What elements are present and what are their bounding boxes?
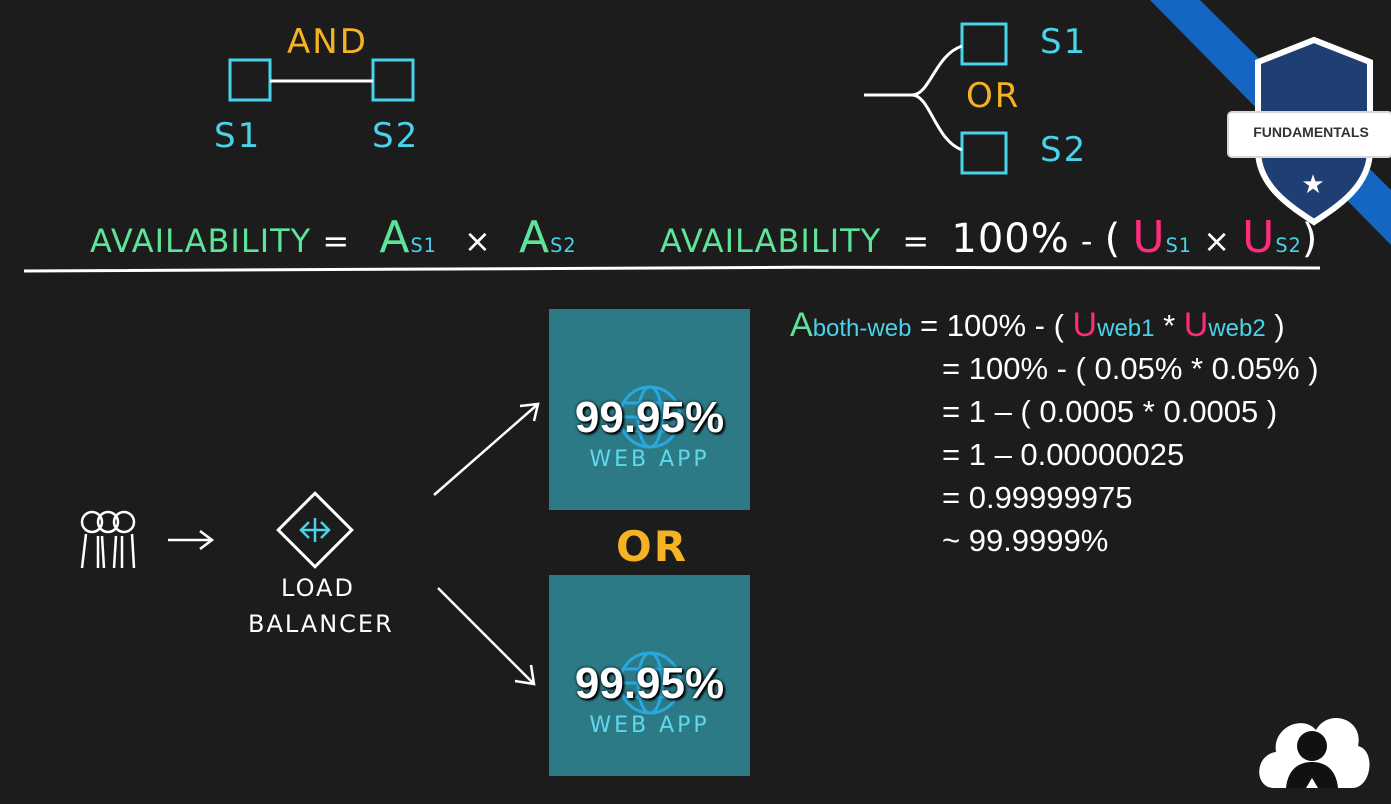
or-branch: [864, 44, 963, 152]
tile-label: WEB APP: [589, 447, 710, 472]
and-label: AND: [287, 22, 368, 62]
web-app-tile-2: 99.95% WEB APP: [549, 575, 750, 776]
arrow-up: [433, 402, 540, 496]
or-s2-label: S2: [1040, 130, 1088, 170]
calc-line-1: Aboth-web = 100% - ( Uweb1 * Uweb2 ): [790, 306, 1285, 344]
s1-box: [228, 58, 272, 102]
load-balancer-icon: [276, 491, 354, 569]
badge-brand: Microsoft: [1282, 62, 1346, 78]
availability-label: AVAILABILITY: [90, 222, 312, 260]
calc-line-5: = 0.99999975: [942, 480, 1133, 515]
tile-percent: 99.95%: [574, 659, 725, 708]
channel-logo-icon: [1259, 718, 1370, 788]
tile-label: WEB APP: [589, 713, 710, 738]
web-app-tile-1: 99.95% WEB APP: [549, 309, 750, 510]
calc-line-4: = 1 – 0.00000025: [942, 437, 1185, 472]
users-arrow: [168, 530, 215, 550]
or-label-top: OR: [966, 76, 1021, 116]
users-icon: [80, 510, 136, 569]
badge-graphic: ★: [1150, 0, 1391, 245]
certification-badge: ★ Microsoft CERTIFIED FUNDAMENTALS: [1140, 0, 1391, 250]
arrow-down: [437, 587, 536, 686]
calc-line-6: ~ 99.9999%: [942, 523, 1109, 558]
globe-icon: [618, 651, 682, 715]
globe-icon: [618, 385, 682, 449]
s2-box: [371, 58, 415, 102]
calc-line-3: = 1 – ( 0.0005 * 0.0005 ): [942, 394, 1278, 429]
s2-label: S2: [372, 116, 420, 156]
load-balancer-label: LOAD BALANCER: [248, 574, 394, 638]
svg-text:★: ★: [1301, 170, 1324, 200]
s1-label: S1: [214, 116, 262, 156]
or-label-middle: OR: [616, 522, 689, 571]
availability-label-or: AVAILABILITY: [660, 222, 882, 260]
or-s2-box: [960, 131, 1008, 175]
calc-line-2: = 100% - ( 0.05% * 0.05% ): [942, 351, 1319, 386]
formula-and: AVAILABILITY = AS1 × AS2: [90, 212, 577, 263]
or-s1-label: S1: [1040, 22, 1088, 62]
badge-level: FUNDAMENTALS: [1253, 124, 1369, 140]
badge-certified: CERTIFIED: [1277, 81, 1351, 95]
or-s1-box: [960, 22, 1008, 66]
tile-percent: 99.95%: [574, 393, 725, 442]
formula-or: AVAILABILITY = 100% - ( US1 × US2): [660, 212, 1319, 263]
divider-line: [23, 265, 1321, 273]
